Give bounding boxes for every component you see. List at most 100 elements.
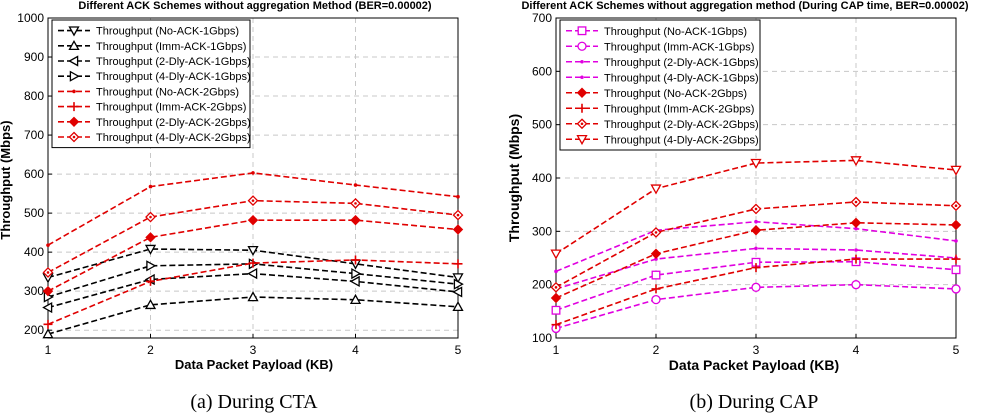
data-point — [148, 184, 153, 189]
x-tick-label: 3 — [753, 343, 760, 357]
legend-label: Throughput (No-ACK-1Gbps) — [96, 26, 239, 38]
data-point — [651, 284, 661, 294]
data-point — [951, 254, 961, 264]
data-point — [144, 244, 157, 255]
data-point — [950, 165, 962, 176]
data-point — [350, 214, 361, 226]
data-point — [350, 197, 361, 209]
legend-item: Throughput (Imm-ACK-1Gbps) — [58, 39, 246, 53]
data-point — [146, 276, 155, 286]
legend-item: Throughput (4-Dly-ACK-1Gbps) — [566, 72, 759, 84]
y-tick-label: 600 — [532, 64, 552, 78]
legend-marker — [68, 116, 80, 128]
series-throughput-2-dly-ack-2gbps — [550, 196, 962, 293]
data-point — [850, 196, 862, 208]
data-point — [851, 254, 861, 264]
x-axis-label: Data Packet Payload (KB) — [669, 357, 839, 373]
legend-marker — [577, 26, 587, 36]
legend-label: Throughput (4-Dly-ACK-1Gbps) — [96, 71, 251, 83]
chart-panel-cap: Different ACK Schemes without aggregatio… — [506, 0, 969, 413]
legend-marker — [68, 26, 80, 37]
series-throughput-no-ack-1gbps — [551, 257, 961, 315]
legend-item: Throughput (4-Dly-ACK-2Gbps) — [566, 134, 759, 146]
data-point — [453, 259, 463, 269]
x-tick-label: 1 — [553, 343, 560, 357]
series-throughput-2-dly-ack-2gbps — [42, 214, 464, 297]
legend-label: Throughput (No-ACK-2Gbps) — [604, 88, 747, 100]
data-point — [550, 292, 562, 304]
legend-marker — [68, 55, 79, 67]
data-point — [145, 211, 156, 223]
data-point — [650, 248, 662, 259]
legend-label: Throughput (2-Dly-ACK-2Gbps) — [604, 119, 759, 131]
y-tick-label: 700 — [24, 128, 44, 142]
x-tick-label: 2 — [147, 343, 154, 357]
legend-item: Throughput (No-ACK-1Gbps) — [58, 26, 239, 38]
legend-item: Throughput (Imm-ACK-1Gbps) — [566, 41, 754, 53]
y-axis-label: Throughput (Mbps) — [506, 114, 522, 242]
y-tick-label: 200 — [532, 278, 552, 292]
data-point — [651, 270, 661, 280]
legend-marker — [576, 134, 588, 146]
data-point — [349, 275, 360, 288]
data-point — [42, 267, 54, 278]
chart-panel-cta: Different ACK Schemes without aggregatio… — [0, 0, 464, 413]
data-point — [247, 195, 259, 207]
legend-marker — [580, 75, 584, 80]
y-tick-label: 300 — [532, 224, 552, 238]
data-point — [650, 226, 662, 238]
y-tick-label: 800 — [24, 89, 44, 103]
y-axis-label: Throughput (Mbps) — [0, 120, 13, 239]
data-point — [248, 258, 258, 268]
y-tick-label: 900 — [24, 50, 44, 64]
legend-marker — [68, 131, 80, 143]
series-throughput-imm-ack-1gbps — [551, 280, 961, 334]
y-tick-label: 400 — [532, 171, 552, 185]
data-point — [951, 265, 961, 275]
legend-marker — [69, 70, 80, 82]
data-point — [651, 294, 661, 305]
data-point — [950, 200, 962, 212]
data-point — [351, 268, 362, 280]
legend-label: Throughput (4-Dly-ACK-2Gbps) — [96, 132, 251, 144]
data-point — [452, 273, 464, 284]
x-tick-label: 5 — [455, 343, 462, 357]
legend-label: Throughput (Imm-ACK-1Gbps) — [604, 41, 754, 53]
y-tick-label: 600 — [24, 167, 44, 181]
legend-label: Throughput (Imm-ACK-2Gbps) — [604, 103, 754, 115]
x-axis-label: Data Packet Payload (KB) — [175, 357, 333, 372]
legend-item: Throughput (No-ACK-2Gbps) — [58, 86, 239, 98]
data-point — [43, 319, 53, 329]
y-tick-label: 700 — [532, 11, 552, 25]
data-point — [551, 320, 561, 330]
legend-marker — [72, 89, 76, 94]
legend-label: Throughput (2-Dly-ACK-1Gbps) — [96, 56, 251, 68]
x-tick-label: 5 — [953, 343, 960, 357]
y-tick-labels: 200 300 400 500 600 700 800 900 1000 — [17, 11, 52, 337]
series-line — [555, 159, 957, 255]
data-point — [247, 291, 259, 302]
data-point — [754, 219, 758, 224]
legend-item: Throughput (4-Dly-ACK-1Gbps) — [58, 70, 251, 83]
series-throughput-imm-ack-1gbps — [42, 291, 464, 339]
series-line — [555, 247, 957, 290]
data-point — [146, 260, 157, 272]
data-point — [453, 278, 464, 290]
legend-item: Throughput (2-Dly-ACK-2Gbps) — [566, 118, 759, 131]
data-point — [144, 298, 157, 310]
chart-title: Different ACK Schemes without aggregatio… — [521, 0, 968, 12]
legend-marker — [580, 59, 584, 64]
y-tick-label: 500 — [532, 118, 552, 132]
data-point — [850, 217, 862, 229]
legend-label: Throughput (2-Dly-ACK-1Gbps) — [604, 57, 759, 69]
legend-marker — [576, 87, 588, 98]
series-throughput-no-ack-1gbps — [42, 244, 464, 284]
x-tick-labels: 1 2 3 4 5 — [45, 334, 462, 357]
data-point — [750, 158, 762, 169]
legend: Throughput (No-ACK-1Gbps) Throughput (Imm… — [559, 19, 761, 151]
y-tick-label: 1000 — [17, 11, 44, 25]
data-point — [654, 257, 658, 261]
data-point — [650, 184, 662, 195]
legend-item: Throughput (No-ACK-1Gbps) — [566, 26, 747, 38]
